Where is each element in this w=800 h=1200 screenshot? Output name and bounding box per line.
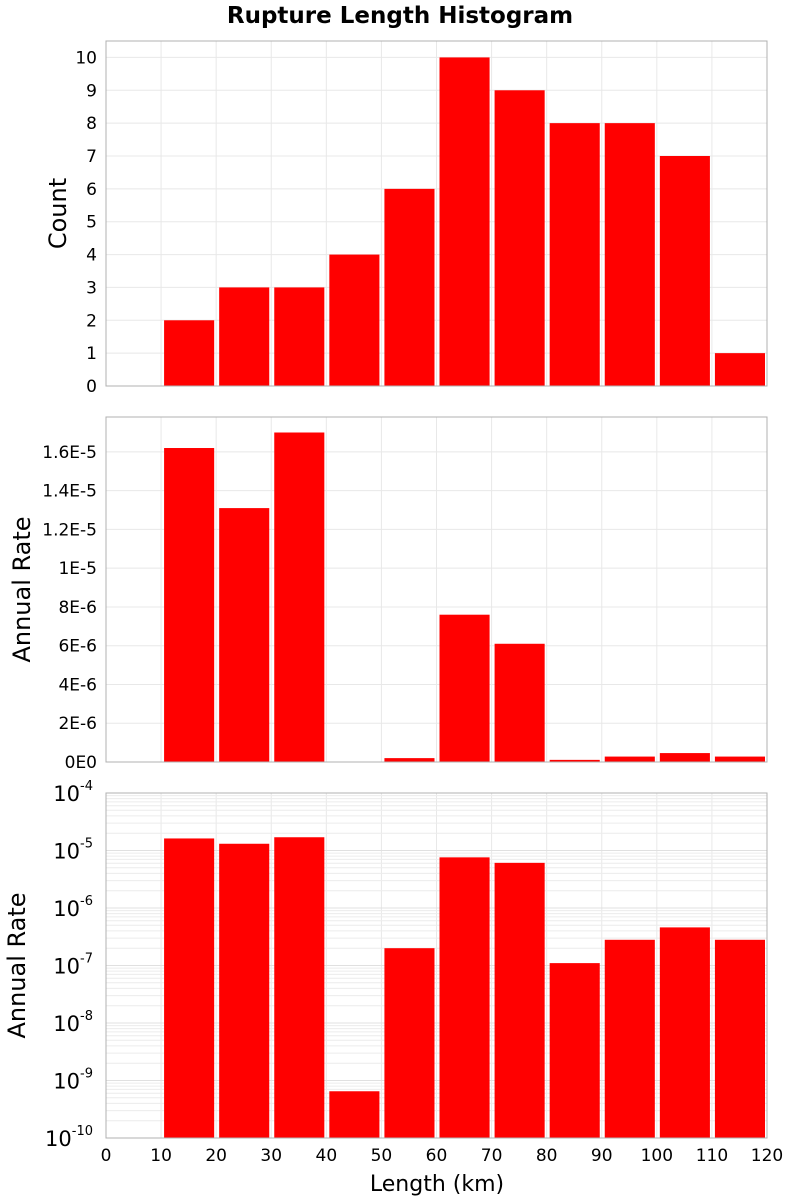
panel-2: 0E0 2E-6 4E-6 6E-6 8E-6 1E-5 1.2E-5 1.4E-5 1.6E-… (8, 416, 768, 773)
y-tick-label: 8E-6 (58, 598, 97, 618)
y-tick-label: 9 (86, 81, 97, 101)
panel-3: 10-10 10-9 10-8 10-7 10-6 10-5 10-4 Annual Rate (3, 779, 768, 1151)
x-tick-label: 90 (591, 1146, 613, 1166)
x-tick-label: 40 (316, 1146, 338, 1166)
bar (549, 963, 600, 1138)
bar (274, 837, 325, 1138)
y-tick-label: 4E-6 (58, 675, 97, 695)
bar (604, 123, 655, 387)
bar (549, 123, 600, 387)
plot-frame (105, 416, 768, 763)
y-tick-label: 1.2E-5 (42, 520, 97, 540)
plot-frame (105, 40, 768, 387)
bar (219, 287, 270, 386)
x-axis-label: Length (km) (370, 1172, 504, 1197)
y-tick-label: 2E-6 (58, 714, 97, 734)
bar (439, 57, 490, 387)
bar (274, 287, 325, 386)
y-tick-label: 3 (86, 278, 97, 298)
y-tick-label: 10-10 (45, 1124, 93, 1151)
x-tick-label: 120 (751, 1146, 783, 1166)
bar (384, 948, 435, 1138)
bar (219, 843, 270, 1138)
bar (164, 448, 215, 762)
y-axis-label: Count (44, 178, 72, 249)
bar (219, 508, 270, 762)
bar (384, 758, 435, 762)
x-tick-label: 50 (371, 1146, 393, 1166)
bar (714, 756, 765, 762)
y-tick-label: 10 (75, 48, 97, 68)
x-tick-label: 80 (536, 1146, 558, 1166)
y-tick-label: 10-4 (53, 779, 93, 806)
bar (494, 90, 545, 387)
x-tick-label: 0 (101, 1146, 112, 1166)
y-tick-label: 7 (86, 147, 97, 167)
bar (714, 353, 765, 386)
chart-title: Rupture Length Histogram (227, 3, 573, 29)
y-tick-label: 0E0 (65, 753, 97, 773)
x-tick-label: 110 (696, 1146, 728, 1166)
y-axis-label: Annual Rate (8, 516, 36, 662)
bar (329, 254, 380, 386)
y-tick-label: 5 (86, 213, 97, 233)
y-tick-label: 6 (86, 180, 97, 200)
y-tick-label: 1E-5 (58, 559, 97, 579)
bar (164, 320, 215, 386)
y-tick-label: 4 (86, 246, 97, 266)
y-tick-label: 10-9 (53, 1067, 93, 1094)
bar (604, 756, 655, 762)
bar (549, 759, 600, 762)
y-tick-label: 10-6 (53, 894, 93, 921)
x-tick-label: 70 (481, 1146, 503, 1166)
x-tick-label: 30 (260, 1146, 282, 1166)
y-tick-label: 0 (86, 377, 97, 397)
bar (714, 939, 765, 1138)
bar (494, 862, 545, 1138)
bar (164, 838, 215, 1138)
y-tick-label: 2 (86, 311, 97, 331)
y-tick-label: 10-8 (53, 1009, 93, 1036)
x-tick-label: 20 (205, 1146, 227, 1166)
y-tick-label: 1.4E-5 (42, 482, 97, 502)
y-axis-label: Annual Rate (3, 892, 31, 1038)
y-tick-label: 1.6E-5 (42, 443, 97, 463)
chart-panels: 0 1 2 3 4 5 6 7 8 9 10 Count 0E0 2E-6 4E-6 6E-6 8E-6 1E-5… (3, 40, 783, 1166)
bar (604, 939, 655, 1138)
bar (659, 753, 710, 762)
x-tick-label: 10 (150, 1146, 172, 1166)
bar (439, 857, 490, 1138)
y-tick-label: 10-7 (53, 952, 93, 979)
x-tick-label: 60 (426, 1146, 448, 1166)
plot-frame (105, 792, 768, 1139)
bar (659, 927, 710, 1138)
bar (329, 1091, 380, 1138)
bar (659, 156, 710, 386)
panel-1: 0 1 2 3 4 5 6 7 8 9 10 Count (44, 40, 768, 397)
bar (439, 614, 490, 762)
y-tick-label: 10-5 (53, 837, 93, 864)
bar (384, 188, 435, 386)
x-tick-label: 100 (641, 1146, 673, 1166)
bar (494, 643, 545, 762)
y-tick-label: 8 (86, 114, 97, 134)
y-tick-label: 6E-6 (58, 637, 97, 657)
bar (274, 432, 325, 762)
y-tick-label: 1 (86, 344, 97, 364)
